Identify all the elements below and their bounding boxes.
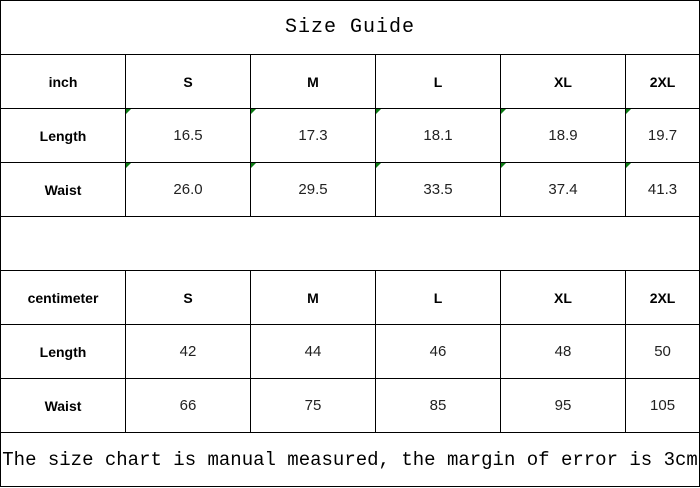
inch-table-row: Waist 26.0 29.5 33.5 37.4 41.3 [0,162,700,217]
row-label: Length [0,108,126,163]
table-cell: 18.9 [500,108,626,163]
table-cell: 29.5 [250,162,376,217]
table-cell: 105 [624,378,700,433]
empty-cell [0,216,700,271]
table-cell: 66 [125,378,251,433]
table-cell: 19.7 [624,108,700,163]
inch-column-header: inch [0,54,126,109]
table-cell: 26.0 [125,162,251,217]
inch-column-header: L [375,54,501,109]
table-cell: 37.4 [500,162,626,217]
page-title: Size Guide [0,0,700,55]
centimeter-column-header: S [125,270,251,325]
inch-column-header: M [250,54,376,109]
inch-column-header: 2XL [624,54,700,109]
spacer-row [0,216,700,271]
centimeter-column-header: XL [500,270,626,325]
centimeter-table-row: Waist 66 75 85 95 105 [0,378,700,433]
table-cell: 17.3 [250,108,376,163]
centimeter-column-header: centimeter [0,270,126,325]
centimeter-header-row: centimeter S M L XL 2XL [0,270,700,325]
table-cell: 75 [250,378,376,433]
table-cell: 46 [375,324,501,379]
centimeter-column-header: L [375,270,501,325]
inch-table-row: Length 16.5 17.3 18.1 18.9 19.7 [0,108,700,163]
inch-column-header: XL [500,54,626,109]
table-cell: 85 [375,378,501,433]
table-cell: 33.5 [375,162,501,217]
table-cell: 18.1 [375,108,501,163]
inch-column-header: S [125,54,251,109]
title-row: Size Guide [0,0,700,55]
table-cell: 44 [250,324,376,379]
inch-header-row: inch S M L XL 2XL [0,54,700,109]
centimeter-table-row: Length 42 44 46 48 50 [0,324,700,379]
table-cell: 42 [125,324,251,379]
footer-row: The size chart is manual measured, the m… [0,432,700,487]
measurement-note: The size chart is manual measured, the m… [0,432,700,487]
centimeter-column-header: M [250,270,376,325]
row-label: Waist [0,378,126,433]
table-cell: 48 [500,324,626,379]
table-cell: 41.3 [624,162,700,217]
table-cell: 95 [500,378,626,433]
row-label: Length [0,324,126,379]
row-label: Waist [0,162,126,217]
table-cell: 50 [624,324,700,379]
centimeter-column-header: 2XL [624,270,700,325]
table-cell: 16.5 [125,108,251,163]
